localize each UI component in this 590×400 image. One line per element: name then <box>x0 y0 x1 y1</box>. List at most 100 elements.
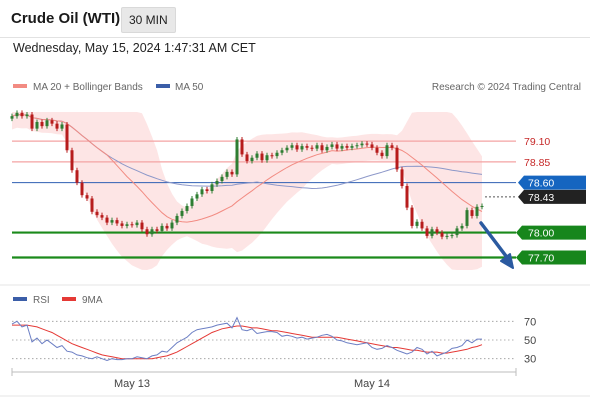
legend-swatch-ma20 <box>13 84 27 88</box>
candle-body <box>245 154 249 162</box>
timeframe-button[interactable]: 30 MIN <box>121 7 176 33</box>
candle-body <box>270 155 274 157</box>
candle-body <box>250 157 254 162</box>
pivot-tag <box>518 175 586 190</box>
candle-body <box>420 221 424 229</box>
candle-body <box>310 147 314 149</box>
candle-body <box>195 194 199 199</box>
timestamp: Wednesday, May 15, 2024 1:47:31 AM CET <box>13 41 256 55</box>
candle-body <box>275 152 279 157</box>
candle-body <box>335 144 339 149</box>
candle-body <box>415 221 419 226</box>
candle-body <box>395 147 399 170</box>
candle-body <box>380 152 384 157</box>
last-price-tag <box>518 189 586 204</box>
pivot-label: 78.60 <box>528 178 554 190</box>
ma20-line <box>11 113 483 223</box>
candle-body <box>145 229 149 235</box>
candle-body <box>465 210 469 226</box>
candle-body <box>455 228 459 236</box>
rsi-ma9-line <box>12 324 483 360</box>
candle-body <box>240 139 244 155</box>
candle-body <box>355 145 359 147</box>
candle-body <box>105 217 109 223</box>
candle-body <box>110 220 114 223</box>
candle-body <box>30 114 34 129</box>
candle-body <box>315 145 319 149</box>
resistance-label-1: 78.85 <box>524 157 550 169</box>
candle-body <box>370 144 374 148</box>
candle-body <box>215 181 219 185</box>
candle-body <box>115 220 119 224</box>
copyright-label: Research © 2024 Trading Central <box>432 82 581 93</box>
candle-body <box>425 228 429 236</box>
candle-body <box>135 222 139 226</box>
candle-body <box>475 206 479 216</box>
resistance-label-0: 79.10 <box>524 136 550 148</box>
candle-body <box>185 205 189 211</box>
candle-body <box>125 224 129 226</box>
candle-body <box>255 153 259 158</box>
candle-body <box>320 145 324 151</box>
candle-body <box>440 232 444 237</box>
candle-body <box>265 155 269 161</box>
legend-swatch-ma50 <box>156 84 170 88</box>
candle-body <box>405 186 409 208</box>
candle-body <box>50 120 54 124</box>
candle-body <box>65 124 69 151</box>
candle-body <box>400 169 404 187</box>
support-tag-3 <box>516 225 586 240</box>
candle-body <box>100 215 104 218</box>
last-price-label: 78.43 <box>528 192 554 204</box>
candle-body <box>375 147 379 153</box>
candle-body <box>165 225 169 229</box>
candle-body <box>160 225 164 231</box>
candle-body <box>365 143 369 145</box>
candle-body <box>445 235 449 237</box>
legend-label-9ma: 9MA <box>82 295 103 306</box>
candle-body <box>130 224 134 226</box>
candle-body <box>155 229 159 231</box>
candle-body <box>220 176 224 182</box>
candle-body <box>330 144 334 147</box>
candle-body <box>360 143 364 146</box>
candle-body <box>15 112 19 117</box>
candle-body <box>40 121 44 127</box>
candle-body <box>10 116 14 119</box>
legend-label-rsi: RSI <box>33 295 50 306</box>
candle-body <box>480 205 484 207</box>
candle-body <box>85 195 89 199</box>
legend-label-ma20: MA 20 + Bollinger Bands <box>33 82 143 93</box>
candle-body <box>150 229 154 235</box>
candle-body <box>345 146 349 148</box>
candle-body <box>210 184 214 191</box>
candle-body <box>410 207 414 226</box>
candle-body <box>290 145 294 148</box>
candle-body <box>205 189 209 191</box>
candle-body <box>435 229 439 233</box>
candle-body <box>325 146 329 151</box>
candle-body <box>430 229 434 236</box>
candle-body <box>170 222 174 229</box>
candle-body <box>20 112 24 117</box>
support-label-3: 78.00 <box>528 228 554 240</box>
support-label-4: 77.70 <box>528 253 554 265</box>
candle-body <box>200 189 204 195</box>
candle-body <box>140 222 144 230</box>
chart-header: Crude Oil (WTI) 30 MIN <box>0 0 590 38</box>
candle-body <box>95 211 99 216</box>
legend-swatch-rsi <box>13 297 27 301</box>
candle-body <box>305 146 309 148</box>
candle-body <box>280 150 284 153</box>
candle-body <box>80 182 84 196</box>
rsi-line <box>11 316 482 362</box>
candle-body <box>450 235 454 237</box>
rsi-tick-0: 70 <box>524 316 536 328</box>
candle-body <box>470 210 474 216</box>
candle-body <box>190 198 194 206</box>
bollinger-band <box>12 112 482 270</box>
forecast-arrow <box>479 221 511 262</box>
candle-body <box>260 153 264 161</box>
candle-body <box>25 114 29 117</box>
